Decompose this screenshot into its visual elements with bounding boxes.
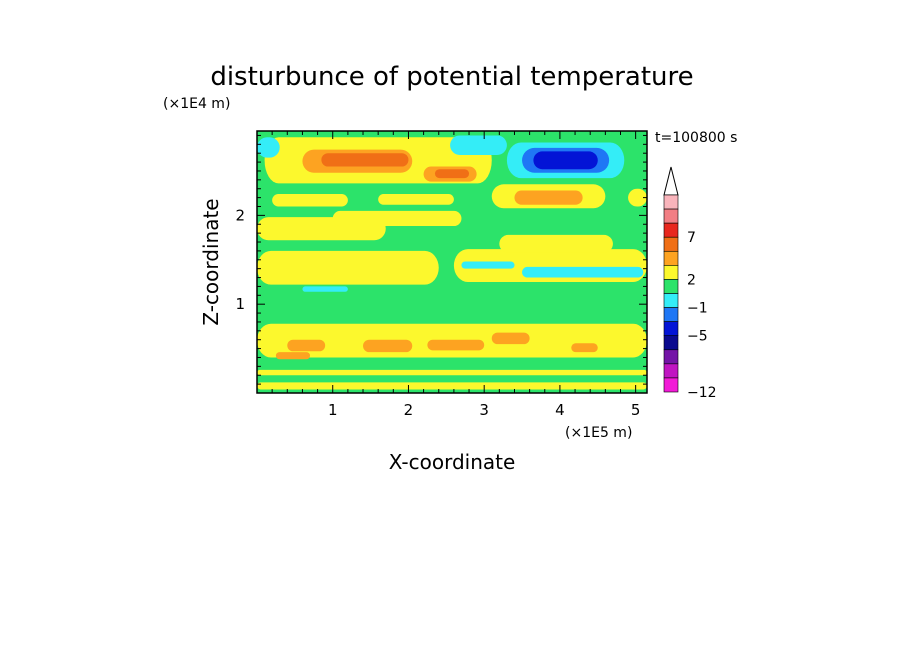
contour-band [275, 352, 311, 360]
contour-band [287, 339, 326, 352]
colorbar-top-arrow [663, 166, 679, 196]
x-tick-label: 3 [479, 401, 489, 419]
contour-band [461, 261, 515, 269]
colorbar-swatch [663, 194, 679, 210]
plot-area: 1 2 3 4 5 1 2 [235, 130, 648, 419]
colorbar-swatch [663, 307, 679, 322]
x-tick-label: 2 [404, 401, 414, 419]
contour-band [499, 234, 613, 253]
contour-band [571, 343, 598, 353]
contour-band [257, 293, 647, 322]
plot-frame [256, 130, 648, 394]
contour-band [272, 194, 348, 207]
contour-band [332, 210, 462, 227]
y-tick-label: 1 [235, 295, 245, 313]
contour-band [427, 339, 485, 351]
chart-title: disturbunce of potential temperature [210, 62, 693, 92]
contour-bands [257, 135, 647, 390]
colorbar-label: −12 [687, 385, 717, 401]
contour-band [257, 382, 647, 390]
colorbar-label: 2 [687, 272, 696, 288]
x-scale-label: (×1E5 m) [565, 425, 632, 441]
contour-band [434, 169, 470, 179]
colorbar-label: 7 [687, 230, 696, 246]
colorbar-swatch [663, 363, 679, 379]
y-axis-label: Z-coordinate [199, 198, 223, 325]
contour-band [363, 339, 413, 353]
colorbar-swatch [663, 293, 679, 308]
contour-band [491, 332, 530, 345]
colorbar-swatch [663, 335, 679, 351]
contour-band [321, 153, 409, 167]
colorbar-swatch [663, 222, 679, 238]
x-tick-label: 1 [328, 401, 338, 419]
colorbar-label: −5 [687, 329, 708, 345]
contour-band [450, 135, 507, 155]
y-scale-label: (×1E4 m) [163, 96, 230, 112]
colorbar-swatch [663, 349, 679, 365]
x-tick-label: 4 [555, 401, 565, 419]
contour-band [257, 369, 647, 376]
x-axis-label: X-coordinate [389, 450, 516, 474]
contour-band [522, 266, 644, 278]
colorbar-label: −1 [687, 301, 708, 317]
contour-band [378, 194, 454, 205]
axis-ticks: 1 2 3 4 5 1 2 [235, 131, 647, 419]
contour-band [257, 250, 439, 285]
contour-band [302, 286, 348, 292]
contour-band [257, 137, 280, 158]
colorbar-swatch [663, 377, 679, 393]
contour-band [257, 359, 647, 369]
colorbar-swatch [663, 279, 679, 294]
colorbar-swatch [663, 208, 679, 224]
x-tick-label: 5 [631, 401, 641, 419]
colorbar-swatch [663, 236, 679, 252]
colorbar-swatch [663, 265, 679, 280]
time-label: t=100800 s [655, 130, 737, 146]
y-tick-label: 2 [235, 206, 245, 224]
colorbar-swatch [663, 321, 679, 337]
contour-band [533, 151, 598, 170]
colorbar: 7 2 −1 −5 −12 [663, 166, 717, 401]
contour-band [628, 188, 647, 207]
contour-band [514, 190, 583, 205]
colorbar-swatch [663, 250, 679, 266]
